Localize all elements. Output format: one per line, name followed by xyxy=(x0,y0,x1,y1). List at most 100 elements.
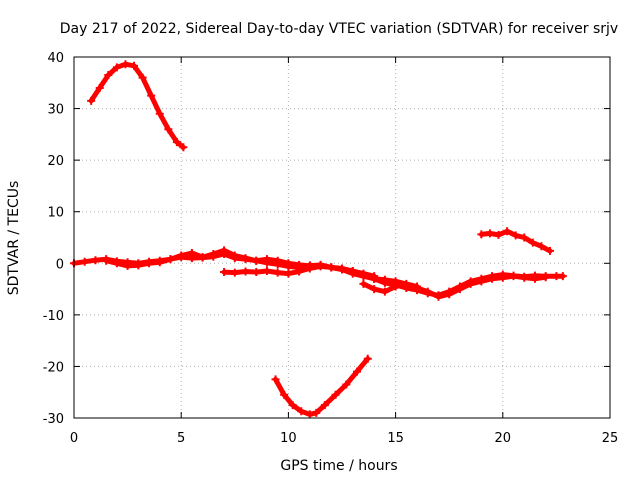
data-point xyxy=(331,390,340,399)
x-axis-label: GPS time / hours xyxy=(280,458,397,474)
data-point xyxy=(423,289,432,298)
x-tick-label: 10 xyxy=(280,431,297,446)
data-point xyxy=(498,270,507,279)
y-tick-label: 0 xyxy=(56,257,64,272)
data-point xyxy=(145,259,154,268)
data-point xyxy=(359,272,368,281)
data-point xyxy=(252,268,261,277)
y-tick-label: -20 xyxy=(43,360,64,375)
series-line xyxy=(88,61,186,150)
data-point xyxy=(297,407,306,416)
series-arc-low-1 xyxy=(271,354,372,419)
data-point xyxy=(545,246,554,255)
y-tick-label: -30 xyxy=(43,412,64,427)
data-point xyxy=(434,291,443,300)
data-point xyxy=(413,286,422,295)
data-point xyxy=(445,287,454,296)
y-tick-label: 40 xyxy=(47,51,64,66)
data-point xyxy=(520,233,529,242)
data-point xyxy=(147,91,156,100)
data-point xyxy=(187,248,196,257)
data-point xyxy=(348,269,357,278)
data-point xyxy=(121,60,130,69)
data-point xyxy=(179,143,188,152)
data-point xyxy=(230,251,239,260)
data-point xyxy=(172,138,181,147)
data-point xyxy=(327,263,336,272)
y-axis-label: SDTVAR / TECUs xyxy=(6,181,22,296)
data-point xyxy=(241,267,250,276)
data-point xyxy=(284,259,293,268)
data-point xyxy=(280,390,289,399)
data-point xyxy=(155,109,164,118)
data-point xyxy=(558,272,567,281)
data-point xyxy=(466,277,475,286)
data-point xyxy=(541,272,550,281)
data-point xyxy=(262,267,271,276)
data-point xyxy=(488,272,497,281)
data-point xyxy=(177,251,186,260)
y-tick-label: 20 xyxy=(47,154,64,169)
data-point xyxy=(102,256,111,265)
data-point xyxy=(123,261,132,270)
data-point xyxy=(155,258,164,267)
grid xyxy=(74,57,610,418)
data-point xyxy=(91,256,100,265)
data-point xyxy=(95,83,104,92)
data-point xyxy=(220,268,229,277)
data-point xyxy=(273,256,282,265)
data-point xyxy=(80,257,89,266)
y-tick-label: 30 xyxy=(47,103,64,118)
data-point xyxy=(353,367,362,376)
data-point xyxy=(164,125,173,134)
data-point xyxy=(262,255,271,264)
data-point xyxy=(485,229,494,238)
ticks: 0 5 10 15 20 25 -30 -20 -10 0 10 20 30 40 xyxy=(43,51,619,446)
series-layer xyxy=(70,60,567,419)
data-point xyxy=(273,268,282,277)
data-point xyxy=(112,63,121,72)
data-point xyxy=(380,287,389,296)
data-point xyxy=(230,268,239,277)
x-tick-label: 15 xyxy=(387,431,404,446)
data-point xyxy=(316,262,325,271)
y-tick-label: 10 xyxy=(47,206,64,221)
data-point xyxy=(359,279,368,288)
data-point xyxy=(112,259,121,268)
data-point xyxy=(503,227,512,236)
data-point xyxy=(363,354,372,363)
x-tick-label: 25 xyxy=(602,431,619,446)
data-point xyxy=(537,242,546,251)
data-point xyxy=(370,274,379,283)
data-point xyxy=(295,260,304,269)
data-point xyxy=(166,255,175,264)
data-point xyxy=(312,408,321,417)
data-point xyxy=(198,253,207,262)
data-point xyxy=(252,256,261,265)
data-point xyxy=(241,254,250,263)
x-tick-label: 0 xyxy=(70,431,78,446)
data-point xyxy=(509,271,518,280)
data-point xyxy=(220,246,229,255)
data-point xyxy=(511,231,520,240)
data-point xyxy=(528,238,537,247)
data-point xyxy=(494,230,503,239)
series-band-e xyxy=(370,270,567,300)
data-point xyxy=(305,264,314,273)
data-point xyxy=(380,278,389,287)
data-point xyxy=(477,230,486,239)
data-point xyxy=(104,71,113,80)
series-arc-high-2 xyxy=(477,227,554,255)
data-point xyxy=(284,269,293,278)
data-point xyxy=(288,401,297,410)
data-point xyxy=(87,96,96,105)
data-point xyxy=(130,61,139,70)
chart-title: Day 217 of 2022, Sidereal Day-to-day VTE… xyxy=(60,21,618,37)
series-band-b xyxy=(102,246,379,283)
data-point xyxy=(402,284,411,293)
data-point xyxy=(391,280,400,289)
x-tick-label: 20 xyxy=(495,431,512,446)
data-point xyxy=(342,380,351,389)
data-point xyxy=(320,401,329,410)
